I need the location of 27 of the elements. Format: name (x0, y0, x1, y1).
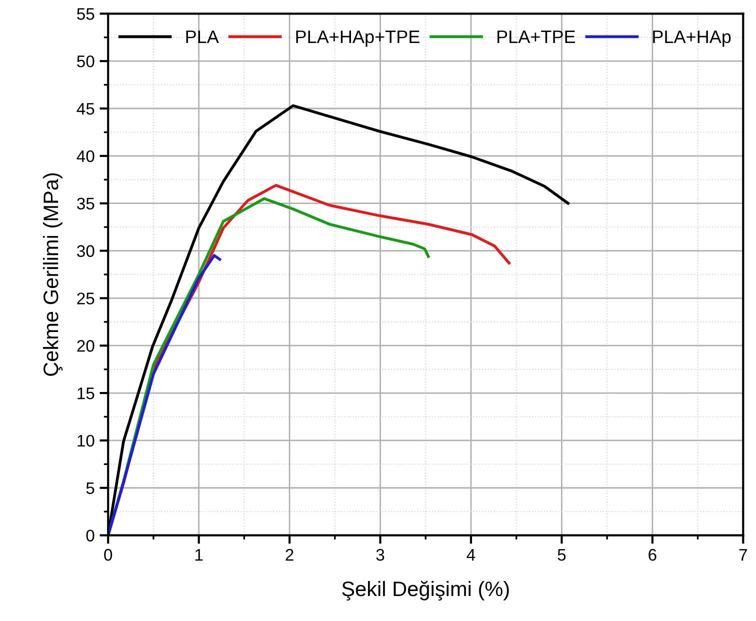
y-tick-label: 45 (76, 103, 94, 115)
x-tick-label: 1 (195, 549, 203, 561)
line-series (108, 254, 222, 536)
y-tick-label: 5 (86, 482, 94, 494)
y-tick-label: 55 (77, 8, 94, 20)
y-tick-label: 15 (78, 388, 94, 400)
legend-label: PLA (186, 30, 219, 43)
y-axis-title: Çekme Gerilimi (MPa) (42, 173, 62, 376)
legend-label: PLA+HAp (653, 30, 731, 47)
x-tick-label: 2 (286, 548, 294, 561)
y-tick-label: 10 (78, 434, 94, 447)
legend-label: PLA+TPE (498, 30, 576, 43)
x-tick-label: 0 (104, 548, 112, 561)
y-tick-label: 25 (77, 292, 94, 304)
y-tick-label: 50 (77, 55, 94, 68)
y-tick-label: 40 (76, 150, 94, 162)
y-tick-label: 35 (77, 198, 94, 210)
y-tick-label: 0 (86, 530, 94, 542)
x-tick-label: 6 (648, 548, 656, 561)
y-tick-label: 20 (77, 340, 94, 352)
y-tick-label: 30 (77, 245, 94, 257)
x-tick-label: 4 (466, 549, 476, 561)
legend-label: PLA+HAp+TPE (296, 30, 420, 47)
x-tick-label: 7 (739, 549, 747, 561)
x-tick-label: 5 (558, 549, 566, 561)
x-tick-label: 3 (376, 548, 384, 561)
x-axis-title: Şekil Değişimi (%) (342, 580, 509, 600)
